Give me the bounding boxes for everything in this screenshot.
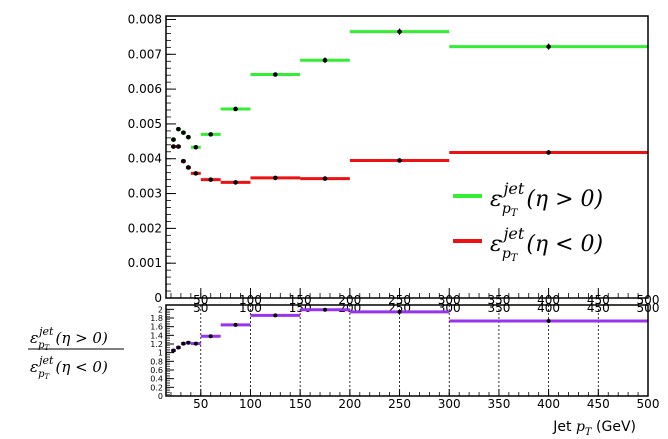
ratio-x-tick-label: 500 <box>637 397 660 411</box>
ratio-data-point <box>181 341 186 346</box>
ratio-data-point <box>546 319 551 324</box>
legend-entry-eta-positive: εpTjet(η > 0) <box>453 179 603 219</box>
main-y-tick-label: 0.007 <box>128 47 162 61</box>
ratio-data-point <box>323 307 328 312</box>
ratio-top-x-tick-label: 150 <box>289 293 312 307</box>
ratio-x-tick-label: 200 <box>338 397 361 411</box>
ratio-x-tick-label: 300 <box>438 397 461 411</box>
ratio-axis-ticks: 00.20.40.60.811.21.41.61.825050100100150… <box>150 293 659 411</box>
main-axis-ticks: 0 0.001 0.002 0.003 0.004 0.005 0.006 0.007 0.00… <box>128 12 660 315</box>
data-point <box>273 175 278 181</box>
ratio-x-tick-label: 400 <box>537 397 560 411</box>
ratio-data-marks <box>170 307 648 353</box>
ratio-top-x-tick-label: 400 <box>537 293 560 307</box>
ratio-data-point <box>233 322 238 327</box>
ratio-x-tick-label: 50 <box>193 397 208 411</box>
ratio-ylabel-numerator: εpTjet (η > 0) <box>30 325 108 352</box>
ratio-x-tick-label: 100 <box>239 397 262 411</box>
ratio-y-tick-label: 1.6 <box>150 323 163 332</box>
data-point <box>171 137 176 142</box>
ratio-data-point <box>171 348 176 353</box>
ratio-y-tick-label: 1.4 <box>150 331 163 340</box>
data-point <box>233 106 238 112</box>
ratio-y-tick-label: 0.8 <box>150 357 163 366</box>
ratio-top-x-tick-label: 200 <box>338 293 361 307</box>
ratio-data-point <box>273 313 278 318</box>
main-y-tick-label: 0.008 <box>128 12 162 26</box>
ratio-data-point <box>193 341 198 346</box>
ratio-y-tick-label: 1 <box>158 349 163 358</box>
data-point <box>171 144 176 149</box>
legend-label-eta-positive: εpTjet(η > 0) <box>490 179 603 219</box>
ratio-x-tick-label: 150 <box>289 397 312 411</box>
main-y-tick-label: 0 <box>154 291 162 305</box>
main-y-tick-label: 0.003 <box>128 187 162 201</box>
main-data-marks <box>170 28 648 185</box>
ratio-y-tick-label: 0.2 <box>150 383 163 392</box>
main-plot-frame <box>165 15 649 299</box>
data-point <box>397 158 402 163</box>
ratio-top-x-tick-label: 100 <box>239 293 262 307</box>
data-point <box>181 158 186 164</box>
ratio-data-point <box>186 340 191 345</box>
ratio-y-tick-label: 2 <box>158 305 163 314</box>
data-point <box>186 134 191 140</box>
data-point <box>208 132 214 137</box>
data-point <box>208 177 214 182</box>
main-y-tick-label: 0.006 <box>128 82 162 96</box>
ratio-y-axis-title: εpTjet (η > 0) εpTjet (η < 0) <box>28 325 124 381</box>
ratio-x-tick-label: 350 <box>487 397 510 411</box>
data-point <box>181 130 186 135</box>
legend-label-eta-negative: εpTjet(η < 0) <box>490 224 603 264</box>
series-eta-positive <box>170 28 648 150</box>
ratio-top-x-tick-label: 450 <box>587 293 610 307</box>
ratio-top-x-tick-label: 250 <box>388 293 411 307</box>
data-point <box>176 144 181 149</box>
ratio-y-tick-label: 0.4 <box>150 375 163 384</box>
ratio-top-x-tick-label: 500 <box>637 293 660 307</box>
main-y-tick-label: 0.004 <box>128 152 162 166</box>
ratio-plot-frame <box>165 304 649 397</box>
data-point <box>322 176 328 181</box>
legend: εpTjet(η > 0) εpTjet(η < 0) <box>453 179 603 264</box>
ratio-top-x-tick-label: 350 <box>487 293 510 307</box>
ratio-y-tick-label: 0.6 <box>150 366 163 375</box>
ratio-ylabel-denominator: εpTjet (η < 0) <box>30 354 108 381</box>
legend-entry-eta-negative: εpTjet(η < 0) <box>453 224 603 264</box>
ratio-y-tick-label: 1.2 <box>150 340 163 349</box>
ratio-vertical-grid <box>200 305 599 396</box>
data-point <box>193 171 199 176</box>
ratio-x-tick-label: 450 <box>587 397 610 411</box>
data-point <box>273 72 278 77</box>
data-point <box>546 44 551 49</box>
series-eta-negative <box>170 144 648 185</box>
ratio-x-tick-label: 250 <box>388 397 411 411</box>
main-y-tick-label: 0.005 <box>128 117 162 131</box>
data-point <box>546 150 551 155</box>
data-point <box>322 57 328 63</box>
ratio-top-x-tick-label: 300 <box>438 293 461 307</box>
data-point <box>397 29 402 34</box>
ratio-data-point <box>397 309 402 314</box>
ratio-y-tick-label: 0 <box>158 392 163 401</box>
ratio-top-x-tick-label: 50 <box>193 293 208 307</box>
main-panel: 0 0.001 0.002 0.003 0.004 0.005 0.006 0.007 0.00… <box>128 12 660 315</box>
x-axis-title: Jet pT (GeV) <box>552 419 636 438</box>
ratio-y-tick-label: 1.8 <box>150 314 163 323</box>
ratio-panel: 00.20.40.60.811.21.41.61.825050100100150… <box>28 293 659 438</box>
data-point <box>233 180 238 185</box>
series-ratio <box>170 307 648 353</box>
main-y-tick-label: 0.001 <box>128 256 162 270</box>
ratio-data-point <box>208 334 213 339</box>
data-point <box>193 144 199 150</box>
ratio-data-point <box>176 345 181 350</box>
data-point <box>186 165 191 170</box>
main-y-tick-label: 0.002 <box>128 221 162 235</box>
data-point <box>176 126 181 132</box>
